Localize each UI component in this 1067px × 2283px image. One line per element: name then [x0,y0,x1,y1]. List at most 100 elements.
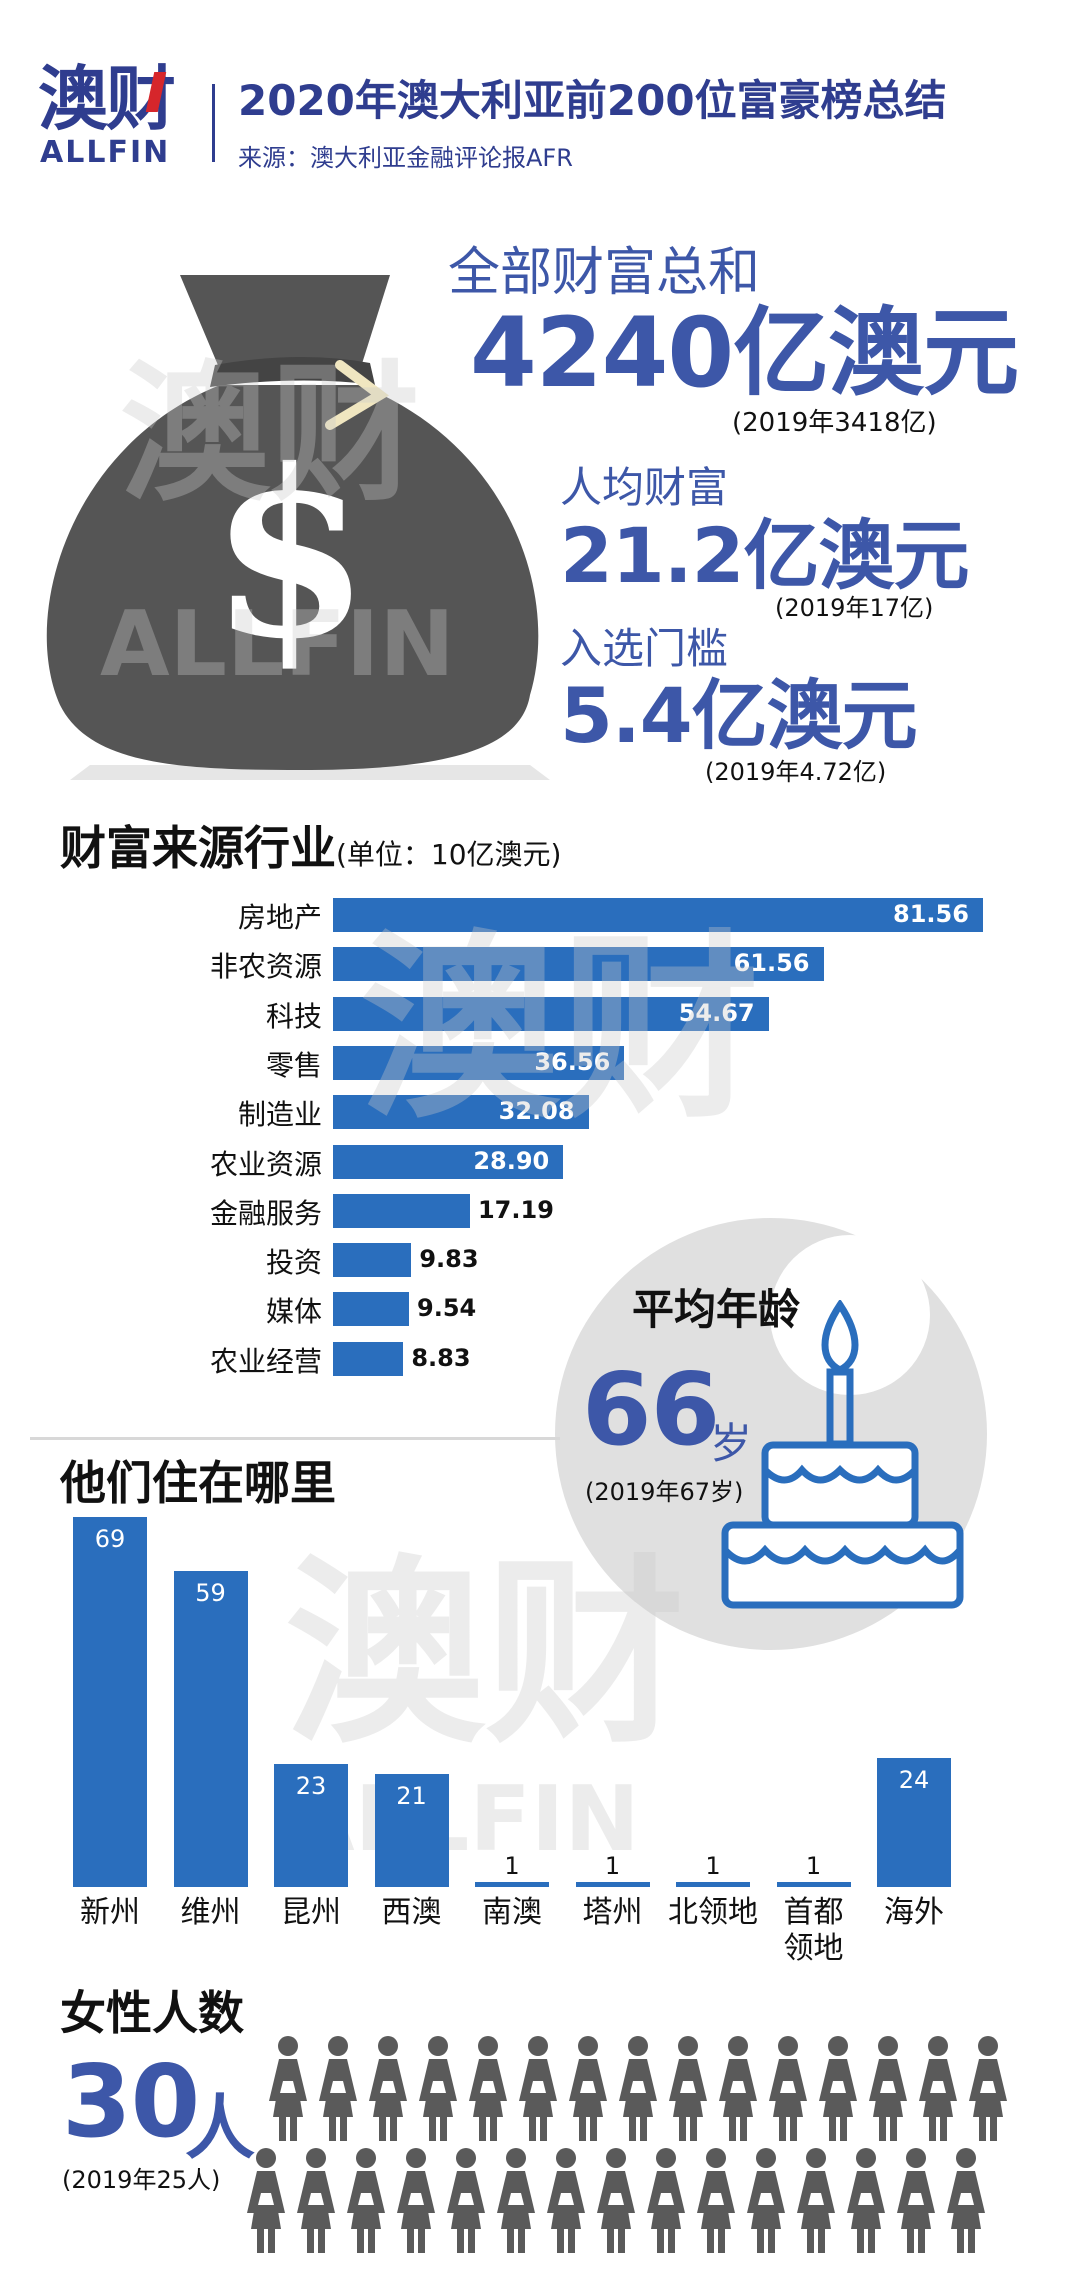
watermark-cn-industry: 澳财 [360,913,761,1146]
woman-icon [747,2148,785,2253]
woman-icon [919,2036,957,2141]
industry-bar [333,1045,625,1080]
woman-icon [519,2036,557,2141]
woman-icon [597,2148,635,2253]
industry-bar-value: 28.90 [473,1146,550,1175]
woman-icon [797,2148,835,2253]
woman-icon [669,2036,707,2141]
age-prev: (2019年67岁) [585,1478,744,1506]
industry-bar-chart: 房地产 81.56 非农资源 61.56 科技 54.67 零售 36.56 制造业 32.08 农… [209,898,983,1378]
residence-bar-value: 21 [396,1782,427,1811]
industry-bar [333,1095,589,1130]
residence-bar-label: 北领地 [668,1895,758,1930]
female-value: 30 [62,2043,200,2160]
woman-icon [547,2148,585,2253]
threshold-value: 5.4亿澳元 [560,671,918,760]
header-divider [212,84,215,162]
residence-bar [676,1881,750,1887]
industry-bar [333,996,769,1031]
woman-icon [769,2036,807,2141]
woman-icon [969,2036,1007,2141]
total-wealth-prev: (2019年3418亿) [732,408,937,438]
residence-bar [475,1881,549,1887]
avg-wealth-prev: (2019年17亿) [775,594,934,622]
industry-bar-value: 8.83 [411,1343,471,1372]
residence-bar-value: 1 [504,1851,520,1880]
residence-bar-label: 塔州 [582,1895,643,1930]
woman-icon [397,2148,435,2253]
age-unit: 岁 [710,1419,753,1468]
industry-bar-label: 金融服务 [209,1196,322,1230]
residence-bar [173,1570,248,1887]
woman-icon [647,2148,685,2253]
industry-bar-value: 81.56 [893,900,969,928]
residence-bar [73,1517,147,1887]
female-unit: 人 [185,2087,255,2169]
birthday-cake-icon [721,1300,964,1609]
watermark-cn: 澳财 [120,348,421,522]
woman-icon [897,2148,935,2253]
residence-bar-value: 23 [295,1771,327,1800]
residence-bar [374,1774,449,1887]
residence-bar [274,1763,348,1887]
age-title: 平均年龄 [632,1285,801,1334]
residence-bar-label: 南澳 [482,1895,542,1930]
dollar-symbol: $ [210,420,370,690]
woman-icon [719,2036,757,2141]
woman-icon [447,2148,485,2253]
industry-title: 财富来源行业(单位：10亿澳元) [60,821,562,875]
residence-bar-value: 1 [805,1851,822,1880]
woman-icon [419,2036,457,2141]
industry-bar-value: 9.83 [419,1245,479,1274]
residence-bar [776,1881,851,1887]
industry-bar [333,1341,404,1376]
woman-icon [947,2148,985,2253]
industry-unit: (单位：10亿澳元) [336,838,562,871]
residence-bar-label: 西澳 [381,1895,442,1930]
woman-icon [869,2036,907,2141]
residence-bar-chart: 69 新州 59 维州 23 昆州 21 西澳 1 南澳 1 塔州 1 北领地 1 首都 领地 24 海外 [73,1517,951,1966]
woman-icon [297,2148,335,2253]
industry-bar-label: 农业经营 [209,1344,322,1378]
industry-bar [333,1144,564,1179]
residence-bar-label: 昆州 [281,1895,341,1930]
money-bag-icon: $ [46,275,550,780]
female-title: 女性人数 [60,1986,244,2040]
residence-bar-label: 海外 [884,1895,944,1930]
total-wealth-label: 全部财富总和 [448,243,761,303]
threshold-label: 入选门槛 [560,624,729,673]
industry-bar-label: 媒体 [265,1295,322,1329]
industry-bar-value: 9.54 [417,1294,477,1323]
woman-icon [497,2148,535,2253]
woman-icon [697,2148,735,2253]
industry-bar-label: 科技 [265,999,322,1033]
residence-bar-value: 24 [898,1766,930,1795]
woman-icon [469,2036,507,2141]
female-prev: (2019年25人) [62,2166,221,2194]
age-value: 66 [582,1351,720,1468]
woman-icon [847,2148,885,2253]
industry-bar-label: 农业资源 [209,1147,322,1181]
industry-bar [333,947,824,982]
woman-icon [819,2036,857,2141]
woman-icon [619,2036,657,2141]
woman-icon [569,2036,607,2141]
watermark-cn-residence: 澳财 [285,1538,686,1771]
woman-icon [269,2036,307,2141]
threshold-prev: (2019年4.72亿) [705,758,887,786]
avg-wealth-value: 21.2亿澳元 [560,511,970,600]
industry-bar-value: 17.19 [477,1195,554,1224]
watermark-en: ALLFIN [100,592,455,697]
woman-icon [247,2148,285,2253]
woman-icon [319,2036,357,2141]
page-title: 2020年澳大利亚前200位富豪榜总结 [238,76,947,125]
residence-title: 他们住在哪里 [60,1456,336,1510]
industry-bar-value: 54.67 [678,998,755,1027]
industry-bar [333,1193,470,1228]
woman-icon [369,2036,407,2141]
female-people-grid [247,2035,1025,2265]
residence-bar [575,1881,650,1887]
industry-bar-value: 36.56 [534,1047,611,1076]
industry-bar [333,1292,410,1327]
